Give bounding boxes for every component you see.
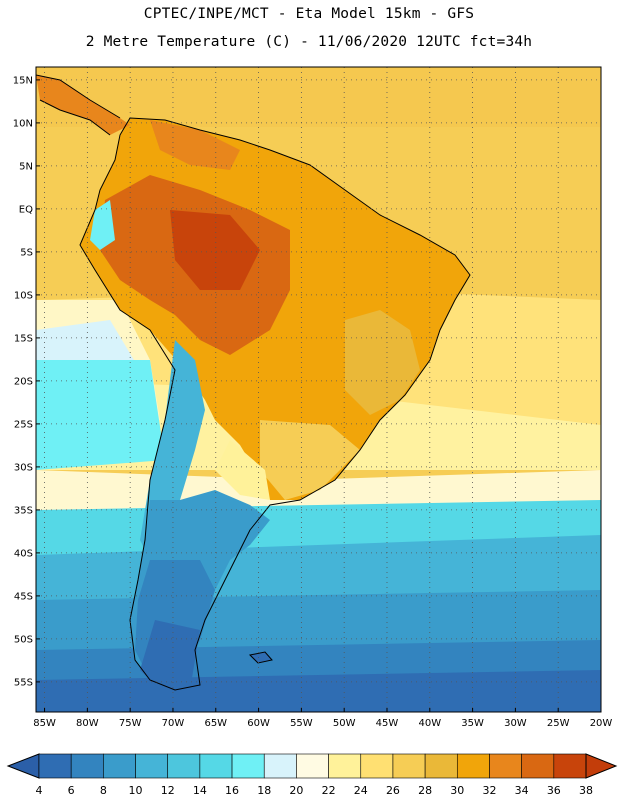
colorbar-swatch — [424, 753, 458, 779]
colorbar-swatch — [328, 753, 362, 779]
colorbar-label: 24 — [353, 784, 368, 797]
lat-label: 15S — [14, 333, 33, 344]
lat-label: 5S — [20, 247, 33, 258]
lat-label: 35S — [14, 505, 33, 516]
colorbar-swatch — [263, 753, 297, 779]
lat-label: 15N — [13, 75, 33, 86]
lon-label: 50W — [333, 718, 356, 729]
colorbar — [6, 753, 618, 779]
colorbar-label: 26 — [385, 784, 400, 797]
temperature-field — [36, 67, 601, 712]
longitude-labels: 85W 80W 75W 70W 65W 60W 55W 50W 45W 40W 35W 30W 25W 2… — [33, 718, 612, 729]
colorbar-low-arrow — [6, 753, 40, 779]
colorbar-label: 38 — [579, 784, 593, 797]
colorbar-swatch — [456, 753, 490, 779]
lon-label: 85W — [33, 718, 56, 729]
colorbar-swatch — [392, 753, 426, 779]
lon-label: 25W — [547, 718, 570, 729]
colorbar-label: 32 — [482, 784, 497, 797]
lat-label: 50S — [14, 634, 33, 645]
latitude-labels: 15N 10N 5N EQ 5S 10S 15S 20S 25S 30S 35S 40S 45S 50S 5… — [13, 75, 33, 688]
lat-label: 30S — [14, 462, 33, 473]
lon-label: 65W — [204, 718, 227, 729]
lat-label: 10S — [14, 290, 33, 301]
lat-label: 25S — [14, 419, 33, 430]
colorbar-label: 12 — [160, 784, 175, 797]
colorbar-label: 16 — [225, 784, 240, 797]
colorbar-high-arrow — [585, 753, 618, 779]
lon-label: 40W — [418, 718, 441, 729]
colorbar-label: 14 — [192, 784, 207, 797]
lat-label: 10N — [13, 118, 33, 129]
colorbar-swatch — [38, 753, 72, 779]
title-model: CPTEC/INPE/MCT - Eta Model 15km - GFS — [143, 6, 475, 22]
lon-label: 35W — [461, 718, 484, 729]
colorbar-swatch — [199, 753, 233, 779]
lon-label: 30W — [504, 718, 527, 729]
colorbar-swatch — [70, 753, 104, 779]
colorbar-label: 4 — [35, 784, 43, 797]
colorbar-swatch — [167, 753, 201, 779]
lat-label: 20S — [14, 376, 33, 387]
colorbar-swatch — [489, 753, 522, 779]
colorbar-swatch — [103, 753, 136, 779]
graticule — [36, 67, 602, 712]
colorbar-swatch — [231, 753, 265, 779]
lon-label: 55W — [290, 718, 313, 729]
colorbar-swatch — [360, 753, 394, 779]
lon-label: 20W — [590, 718, 613, 729]
colorbar-label: 34 — [514, 784, 529, 797]
colorbar-swatch — [135, 753, 169, 779]
colorbar-label: 8 — [99, 784, 107, 797]
colorbar-swatch — [521, 753, 555, 779]
colorbar-label: 22 — [321, 784, 336, 797]
lon-label: 80W — [76, 718, 99, 729]
lon-label: 45W — [376, 718, 399, 729]
map-frame — [35, 66, 602, 713]
lon-label: 75W — [119, 718, 142, 729]
colorbar-label: 20 — [289, 784, 304, 797]
colorbar-label: 6 — [67, 784, 75, 797]
lon-label: 70W — [162, 718, 185, 729]
title-variable: 2 Metre Temperature (C) - 11/06/2020 12U… — [85, 34, 533, 50]
lon-label: 60W — [247, 718, 270, 729]
colorbar-label: 36 — [546, 784, 561, 797]
lat-label: 5N — [19, 161, 33, 172]
colorbar-label: 30 — [450, 784, 465, 797]
lat-label: 45S — [14, 591, 33, 602]
lat-label: EQ — [19, 204, 33, 215]
colorbar-swatch — [553, 753, 587, 779]
colorbar-label: 18 — [257, 784, 272, 797]
lat-label: 55S — [14, 677, 33, 688]
colorbar-swatch — [296, 753, 329, 779]
lat-label: 40S — [14, 548, 33, 559]
colorbar-label: 28 — [418, 784, 433, 797]
colorbar-label: 10 — [128, 784, 143, 797]
